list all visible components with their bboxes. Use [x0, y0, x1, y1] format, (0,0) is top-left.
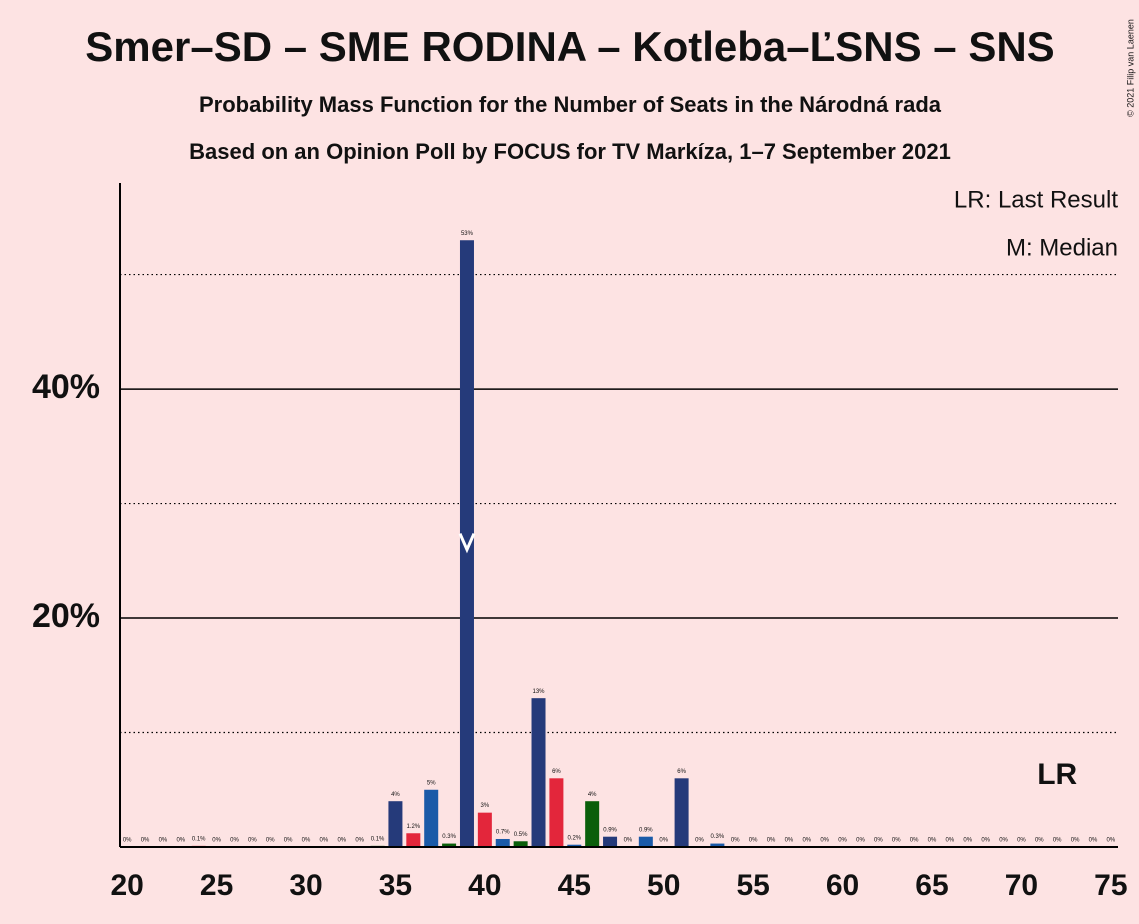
- value-label: 0%: [1035, 838, 1044, 844]
- value-label: 0%: [248, 838, 257, 844]
- value-label: 0.3%: [711, 834, 725, 840]
- value-label: 0.2%: [567, 835, 581, 841]
- value-label: 0.3%: [442, 834, 456, 840]
- y-tick-label: 20%: [32, 597, 100, 635]
- legend-entry: LR: Last Result: [954, 186, 1118, 213]
- x-tick-label: 50: [647, 869, 680, 902]
- value-label: 0%: [695, 838, 704, 844]
- value-label: 0%: [624, 838, 633, 844]
- bar: [710, 843, 725, 847]
- value-label: 0%: [320, 838, 329, 844]
- value-label: 0%: [856, 838, 865, 844]
- x-tick-label: 40: [468, 869, 501, 902]
- chart-subtitle: Based on an Opinion Poll by FOCUS for TV…: [189, 139, 951, 164]
- value-label: 0%: [337, 838, 346, 844]
- value-label: 0%: [176, 838, 185, 844]
- value-label: 0%: [910, 838, 919, 844]
- x-tick-label: 55: [736, 869, 769, 902]
- value-label: 0%: [1071, 838, 1080, 844]
- value-label: 0%: [1107, 838, 1116, 844]
- copyright: © 2021 Filip van Laenen: [1125, 19, 1135, 117]
- bar: [567, 844, 582, 847]
- value-label: 6%: [677, 769, 686, 775]
- value-label: 0%: [820, 838, 829, 844]
- bar: [549, 778, 564, 847]
- value-label: 5%: [427, 780, 436, 786]
- x-tick-label: 25: [200, 869, 233, 902]
- x-tick-label: 35: [379, 869, 412, 902]
- value-label: 0%: [838, 838, 847, 844]
- value-label: 0%: [946, 838, 955, 844]
- bar: [406, 833, 421, 847]
- chart-subtitle: Probability Mass Function for the Number…: [199, 92, 942, 117]
- x-tick-label: 20: [110, 869, 143, 902]
- value-label: 0%: [141, 838, 150, 844]
- value-label: 0%: [212, 838, 221, 844]
- bar: [424, 789, 439, 847]
- bar: [477, 812, 492, 847]
- value-label: 0%: [230, 838, 239, 844]
- value-label: 0%: [1089, 838, 1098, 844]
- bar: [531, 698, 546, 847]
- value-label: 0%: [284, 838, 293, 844]
- bar: [459, 240, 474, 847]
- value-label: 0%: [928, 838, 937, 844]
- value-label: 0%: [1017, 838, 1026, 844]
- value-label: 0.1%: [371, 836, 385, 842]
- x-tick-label: 65: [915, 869, 948, 902]
- bar: [495, 838, 510, 847]
- x-tick-label: 45: [558, 869, 591, 902]
- bar: [638, 836, 653, 847]
- value-label: 0%: [785, 838, 794, 844]
- bar: [585, 801, 600, 847]
- value-label: 4%: [588, 792, 597, 798]
- value-label: 0%: [749, 838, 758, 844]
- value-label: 1.2%: [406, 824, 420, 830]
- bar: [388, 801, 403, 847]
- value-label: 53%: [461, 231, 474, 237]
- bar: [442, 843, 457, 847]
- value-label: 0.1%: [192, 836, 206, 842]
- bar: [674, 778, 689, 847]
- chart-title: Smer–SD – SME RODINA – Kotleba–ĽSNS – SN…: [85, 23, 1054, 70]
- x-tick-label: 60: [826, 869, 859, 902]
- value-label: 0%: [999, 838, 1008, 844]
- value-label: 13%: [533, 689, 546, 695]
- value-label: 0%: [1053, 838, 1062, 844]
- value-label: 0%: [981, 838, 990, 844]
- value-label: 0.9%: [603, 827, 617, 833]
- y-tick-label: 40%: [32, 368, 100, 406]
- value-label: 0%: [767, 838, 776, 844]
- x-tick-label: 70: [1005, 869, 1038, 902]
- value-label: 4%: [391, 792, 400, 798]
- value-label: 3%: [481, 803, 490, 809]
- value-label: 0%: [802, 838, 811, 844]
- value-label: 6%: [552, 769, 561, 775]
- legend-entry: M: Median: [1006, 234, 1118, 261]
- value-label: 0%: [731, 838, 740, 844]
- value-label: 0%: [266, 838, 275, 844]
- value-label: 0%: [302, 838, 311, 844]
- value-label: 0%: [159, 838, 168, 844]
- last-result-marker: LR: [1037, 758, 1077, 791]
- value-label: 0%: [123, 838, 132, 844]
- value-label: 0%: [963, 838, 972, 844]
- median-marker: [458, 533, 476, 554]
- value-label: 0%: [892, 838, 901, 844]
- value-label: 0%: [355, 838, 364, 844]
- value-label: 0.5%: [514, 832, 528, 838]
- bar: [603, 836, 618, 847]
- bar: [513, 841, 528, 847]
- value-label: 0.9%: [639, 827, 653, 833]
- x-tick-label: 30: [289, 869, 322, 902]
- x-tick-label: 75: [1094, 869, 1127, 902]
- value-label: 0%: [874, 838, 883, 844]
- value-label: 0.7%: [496, 830, 510, 836]
- value-label: 0%: [659, 838, 668, 844]
